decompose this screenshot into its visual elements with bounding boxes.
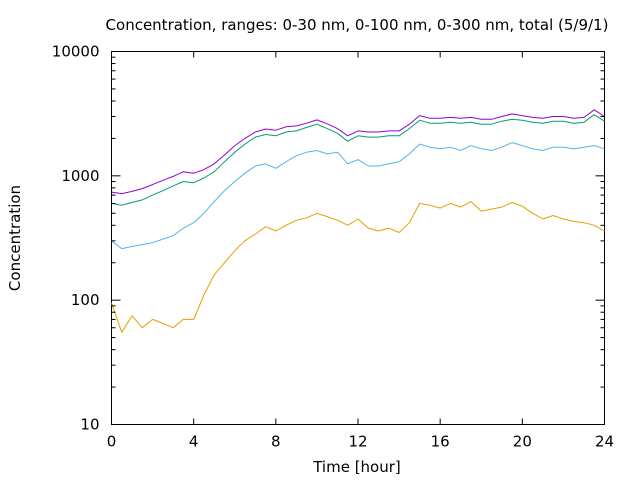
chart-title: Concentration, ranges: 0-30 nm, 0-100 nm… xyxy=(106,16,609,34)
x-tick-label: 0 xyxy=(107,433,117,451)
x-axis-label: Time [hour] xyxy=(312,458,401,476)
x-axis: 0 4 8 12 16 20 24 xyxy=(107,51,614,451)
y-tick-label: 100 xyxy=(71,291,100,309)
x-tick-label: 12 xyxy=(348,433,367,451)
y-axis-label: Concentration xyxy=(6,185,24,291)
x-tick-label: 8 xyxy=(271,433,281,451)
x-tick-label: 20 xyxy=(513,433,532,451)
y-tick-label: 10000 xyxy=(52,43,100,61)
y-tick-label: 10 xyxy=(80,416,99,434)
x-tick-label: 16 xyxy=(431,433,450,451)
series-line-1 xyxy=(111,201,605,333)
series-layer xyxy=(111,109,605,333)
plot-frame xyxy=(111,51,605,425)
y-axis: 10 100 1000 10000 xyxy=(52,43,605,434)
series-line-3 xyxy=(111,114,605,206)
x-tick-label: 4 xyxy=(189,433,199,451)
series-line-2 xyxy=(111,142,605,250)
y-tick-label: 1000 xyxy=(61,167,99,185)
series-line-4 xyxy=(111,109,605,195)
x-tick-label: 24 xyxy=(595,433,614,451)
